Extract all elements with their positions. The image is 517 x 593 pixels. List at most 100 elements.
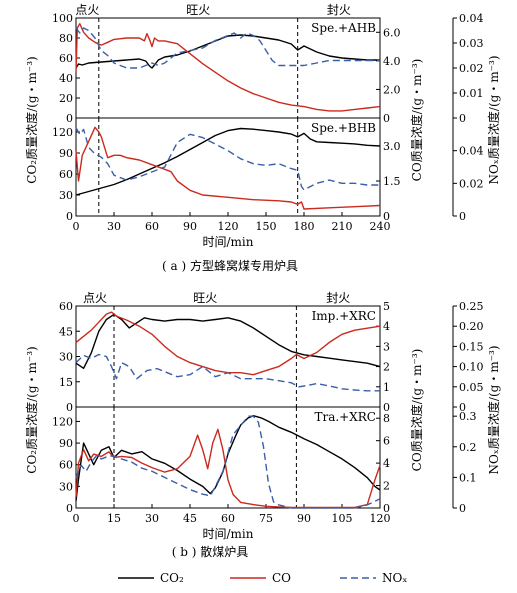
tick-label-left: 60 [59, 168, 73, 181]
tick-label-left: 100 [52, 12, 73, 25]
tick-label-x: 60 [221, 512, 235, 525]
tick-label-right: 4 [383, 457, 390, 470]
tick-label-right2: 0.03 [459, 37, 484, 50]
tick-label-right2: 0.04 [459, 145, 484, 158]
tick-label-right: 2 [383, 480, 390, 493]
tick-label-left: 80 [59, 32, 73, 45]
tick-label-x: 0 [73, 512, 80, 525]
series-co-line [75, 311, 381, 376]
series-co2-line [75, 313, 381, 369]
tick-label-x: 30 [145, 512, 159, 525]
tick-label-right: 5 [383, 300, 390, 313]
tick-label-right2: 0 [459, 502, 466, 515]
panel-annotation: Imp.+XRC [312, 309, 376, 323]
legend: CO₂ CO NOₓ [118, 571, 407, 585]
tick-label-right: 8 [383, 412, 390, 425]
phase-label: 封火 [327, 3, 351, 17]
tick-label-right: 0 [383, 112, 390, 125]
tick-label-right: 2.0 [383, 83, 401, 96]
tick-label-right: 0 [383, 502, 390, 515]
tick-label-x: 120 [218, 220, 239, 233]
panel-annotation: Spe.+BHB [311, 121, 376, 135]
series-co-line [75, 126, 381, 210]
tick-label-left: 20 [59, 92, 73, 105]
tick-label-x: 75 [259, 512, 273, 525]
tick-label-left: 120 [52, 415, 73, 428]
y-label-right2-top: NOₓ质量浓度/(g・m⁻³) [486, 55, 501, 184]
tick-label-left: 30 [59, 351, 73, 364]
tick-label-left: 0 [66, 502, 73, 515]
legend-label: NOₓ [382, 571, 407, 585]
series-co-line [75, 23, 381, 112]
x-axis-label: 时间/min [203, 235, 254, 249]
series-nox-line [75, 415, 381, 509]
tick-label-x: 45 [183, 512, 197, 525]
tick-label-x: 210 [332, 220, 353, 233]
tick-label-right: 3.0 [383, 140, 401, 153]
series-co2-line [75, 127, 381, 196]
series-nox-line [75, 27, 380, 69]
tick-label-left: 120 [52, 126, 73, 139]
tick-label-left: 30 [59, 480, 73, 493]
y-label-right2-bottom: NOₓ质量浓度/(g・m⁻³) [486, 345, 501, 474]
tick-label-x: 105 [332, 512, 353, 525]
legend-label: CO₂ [160, 571, 184, 585]
legend-label: CO [272, 571, 291, 585]
phase-label: 点火 [83, 291, 107, 305]
panel-annotation: Tra.+XRC [314, 410, 376, 424]
tick-label-right2: 0.15 [459, 340, 484, 353]
y-label-right-bottom: CO质量浓度/(g・m⁻³) [409, 349, 424, 472]
tick-label-left: 60 [59, 52, 73, 65]
tick-label-right: 6.0 [383, 26, 401, 39]
tick-label-right2: 0.02 [459, 177, 484, 190]
tick-label-right: 0 [383, 210, 390, 223]
caption-b: ( b ) 散煤炉具 [172, 544, 249, 559]
tick-label-left: 15 [59, 376, 73, 389]
tick-label-right2: 0 [459, 210, 466, 223]
tick-label-right2: 0.01 [459, 87, 484, 100]
tick-label-left: 30 [59, 189, 73, 202]
tick-label-right2: 0.2 [459, 441, 477, 454]
tick-label-right2: 0.04 [459, 12, 484, 25]
tick-label-right: 3 [383, 340, 390, 353]
tick-label-right: 2 [383, 361, 390, 374]
series-co-line [75, 428, 381, 509]
tick-label-right2: 0.05 [459, 381, 484, 394]
tick-label-right2: 0.20 [459, 320, 484, 333]
tick-label-left: 90 [59, 147, 73, 160]
tick-label-x: 240 [370, 220, 391, 233]
plots-group: 点火 旺火 封火Spe.+AHB02040608010002.04.06.000.0… [52, 3, 484, 541]
series-nox-line [75, 353, 380, 392]
tick-label-x: 15 [107, 512, 121, 525]
tick-label-x: 90 [297, 512, 311, 525]
tick-label-right2: 0.1 [459, 471, 477, 484]
phase-label: 封火 [326, 291, 350, 305]
tick-label-x: 0 [73, 220, 80, 233]
y-label-left-bottom: CO₂质量浓度/(g・m⁻³) [24, 346, 39, 473]
x-axis-label: 时间/min [203, 527, 254, 541]
series-co2-line [75, 34, 380, 69]
tick-label-right: 1.5 [383, 175, 401, 188]
panel-annotation: Spe.+AHB [311, 21, 376, 35]
tick-label-left: 40 [59, 72, 73, 85]
tick-label-x: 180 [294, 220, 315, 233]
y-label-right-top: CO质量浓度/(g・m⁻³) [409, 59, 424, 182]
phase-label: 点火 [75, 3, 99, 17]
tick-label-left: 60 [59, 300, 73, 313]
tick-label-left: 45 [59, 325, 73, 338]
tick-label-left: 0 [66, 210, 73, 223]
tick-label-left: 0 [66, 112, 73, 125]
panel-a1: 点火 旺火 封火 Spe.+AHB 0 20 40 60 80 100 0 2.0 4.0 6.0 0 0.0… [52, 3, 484, 125]
tick-label-right2: 0 [459, 112, 466, 125]
tick-label-right: 0 [383, 401, 390, 414]
tick-label-right2: 0 [459, 401, 466, 414]
tick-label-right2: 0.25 [459, 300, 484, 313]
tick-label-right: 4.0 [383, 55, 401, 68]
tick-label-left: 90 [59, 437, 73, 450]
tick-label-x: 120 [370, 512, 391, 525]
tick-label-x: 90 [183, 220, 197, 233]
tick-label-x: 150 [256, 220, 277, 233]
tick-label-x: 30 [107, 220, 121, 233]
